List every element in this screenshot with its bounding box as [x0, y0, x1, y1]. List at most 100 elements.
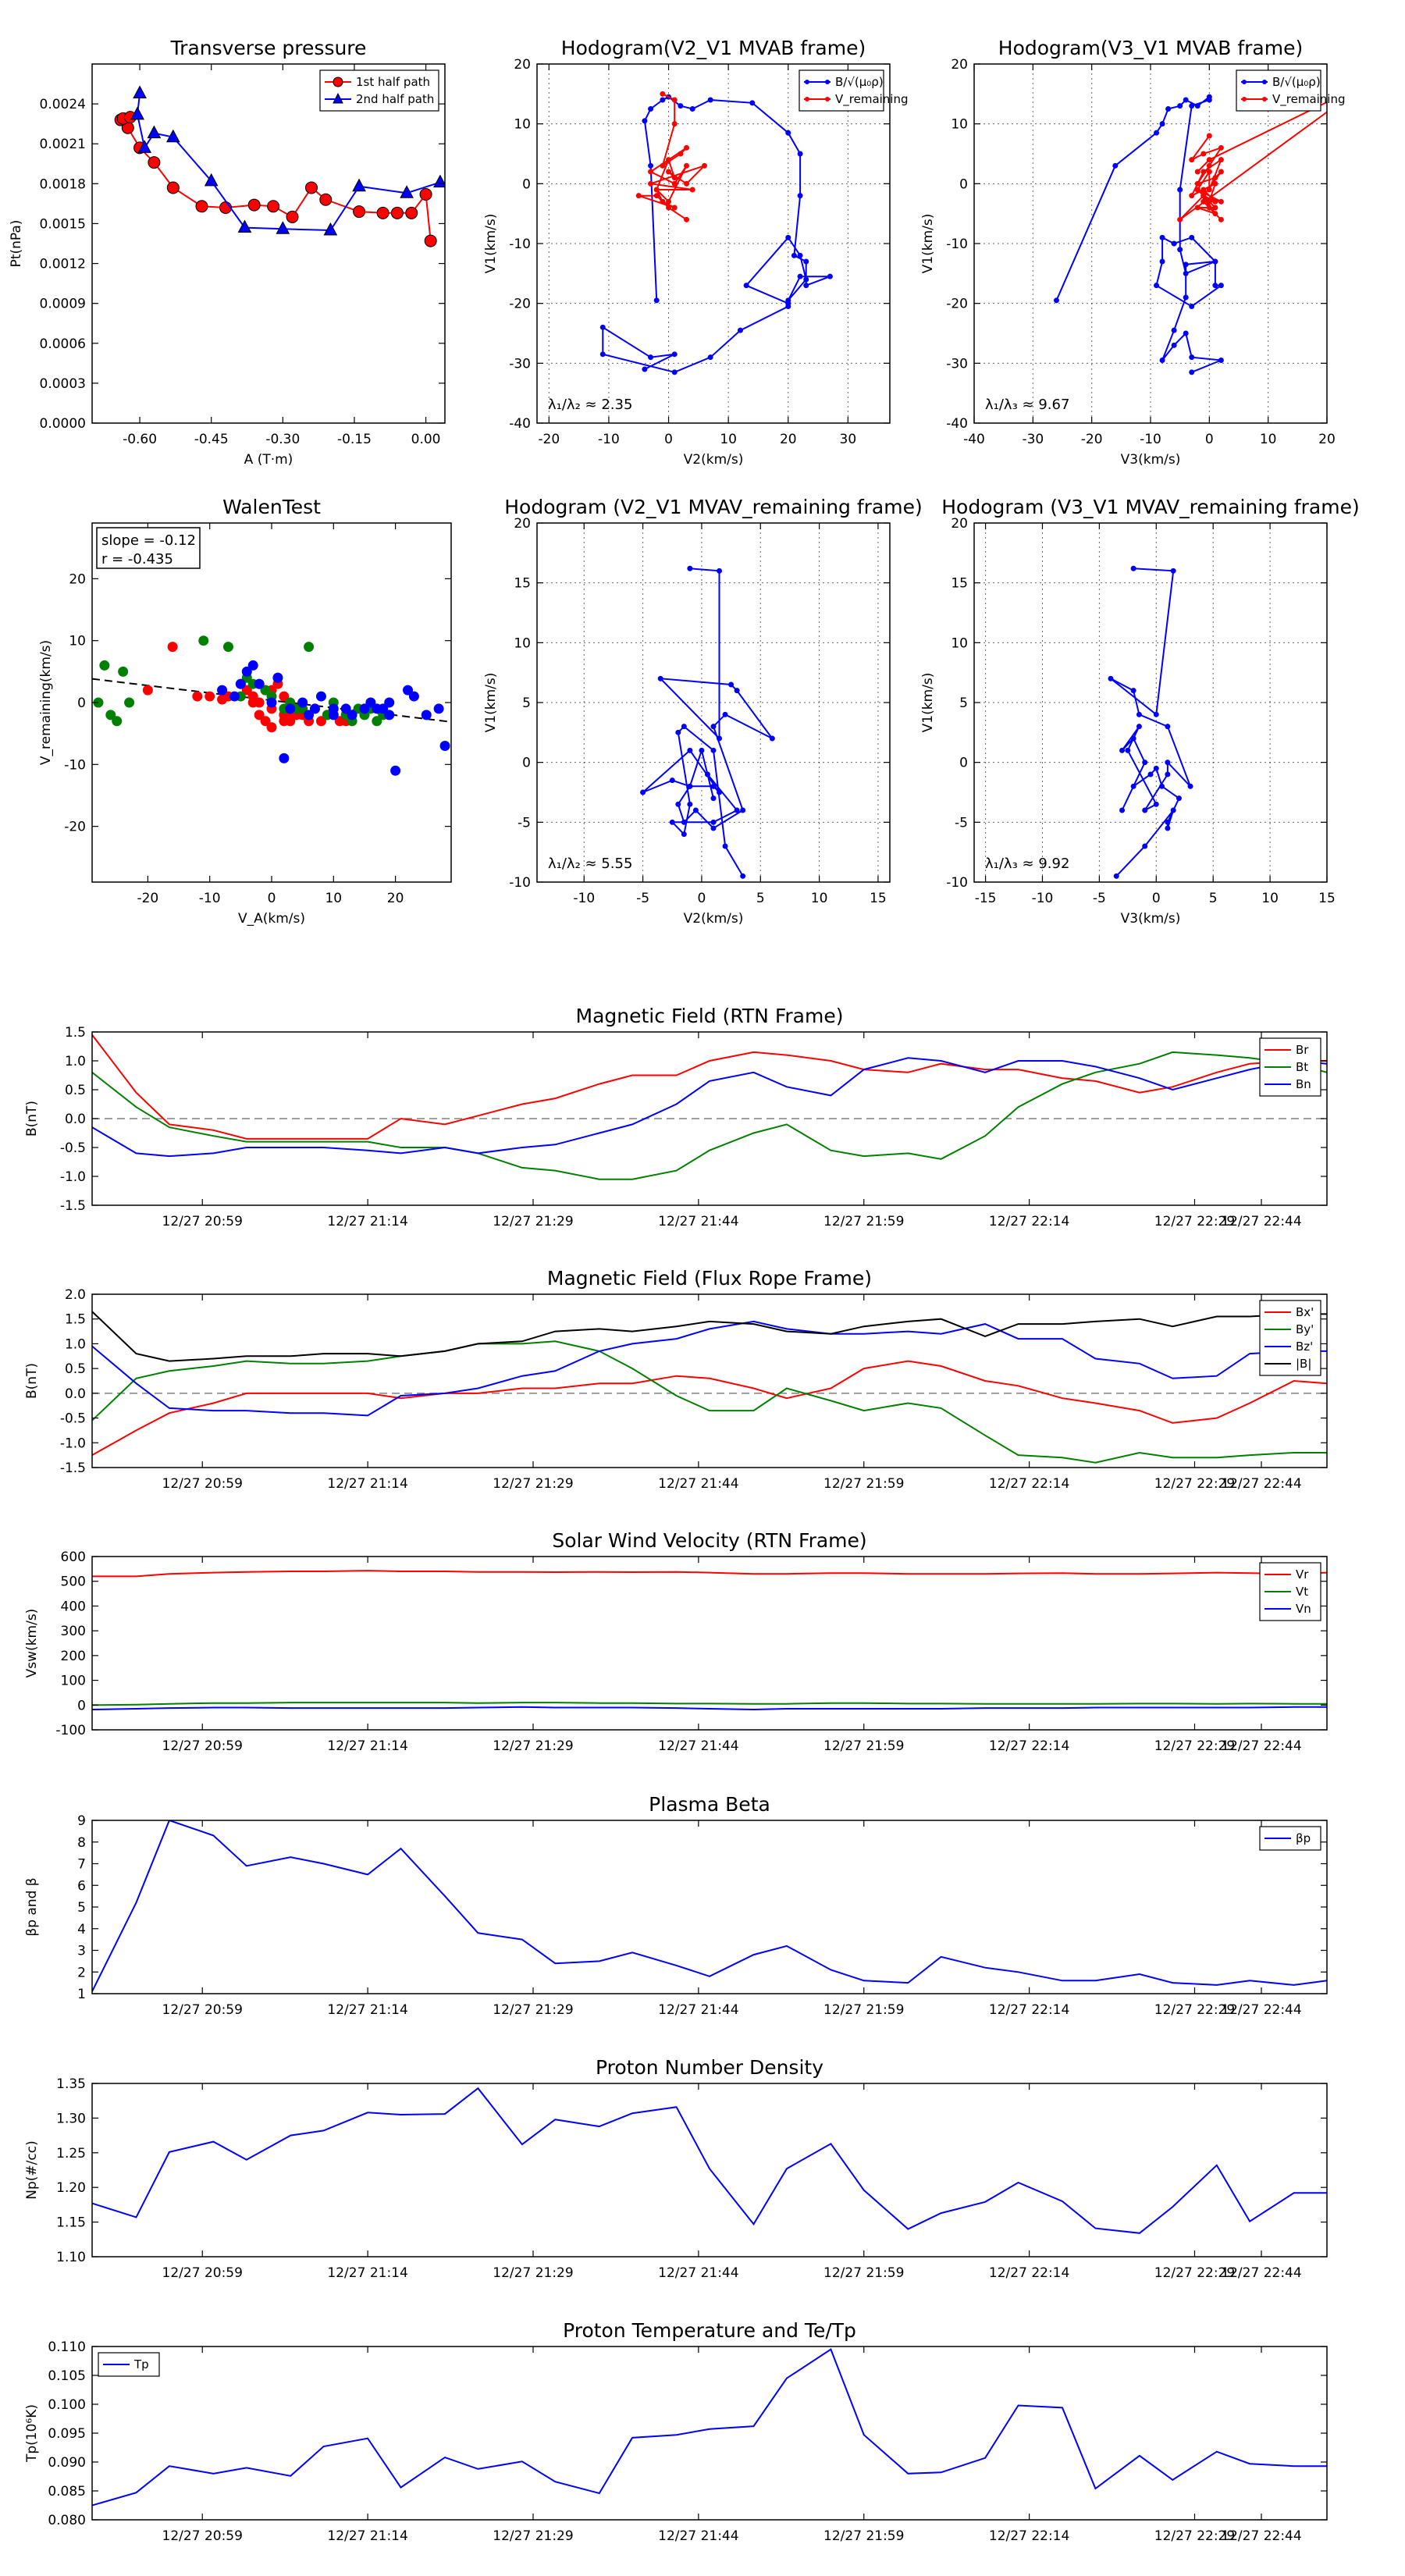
data-point — [648, 354, 654, 361]
y-tick-label: 6 — [77, 1878, 86, 1894]
data-point — [1159, 258, 1165, 265]
data-point — [1189, 103, 1195, 109]
x-tick-label: 12/27 21:44 — [658, 1476, 738, 1492]
x-tick-label: -0.30 — [265, 432, 300, 447]
y-tick-label: 4 — [77, 1922, 86, 1937]
data-point — [791, 252, 797, 258]
y-tick-label: -10 — [509, 237, 531, 252]
y-tick-label: 7 — [77, 1857, 86, 1873]
y-tick-label: -1.0 — [60, 1169, 86, 1185]
y-tick-label: 1.5 — [65, 1025, 86, 1041]
x-tick-label: 12/27 21:14 — [327, 2528, 407, 2544]
data-point — [1212, 283, 1218, 289]
data-point — [671, 97, 678, 103]
x-tick-label: 12/27 22:14 — [989, 2528, 1069, 2544]
legend-marker — [333, 76, 343, 87]
y-tick-label: 0 — [959, 756, 968, 771]
y-tick-label: 0.105 — [48, 2368, 86, 2384]
y-axis-label: βp and β — [24, 1877, 40, 1936]
legend-label: Bn — [1296, 1077, 1311, 1091]
legend: Br Bt Bn — [1259, 1037, 1321, 1097]
data-point — [229, 691, 240, 702]
series-bn — [92, 1057, 1327, 1158]
y-tick-label: 10 — [951, 635, 968, 651]
x-tick-label: 12/27 22:29 — [1154, 2002, 1235, 2018]
y-tick-label: 0 — [522, 176, 531, 192]
x-axis-label: V3(km/s) — [1121, 911, 1181, 927]
legend-label: B/√(μ₀ρ) — [1272, 75, 1321, 89]
x-tick-label: 12/27 21:14 — [327, 1214, 407, 1229]
data-point — [743, 283, 749, 289]
x-tick-label: 12/27 22:14 — [989, 2265, 1069, 2281]
data-point — [1183, 330, 1189, 336]
data-point — [1200, 169, 1207, 175]
data-point — [734, 807, 740, 813]
y-axis-label: V1(km/s) — [920, 214, 936, 274]
legend-marker — [1262, 97, 1267, 101]
y-tick-label: 20 — [514, 57, 531, 73]
y-tick-label: 20 — [951, 516, 968, 532]
x-tick-label: -10 — [199, 891, 221, 906]
x-tick-label: 12/27 22:14 — [989, 1476, 1069, 1492]
x-tick-label: 12/27 22:29 — [1154, 2528, 1235, 2544]
data-point — [137, 140, 152, 153]
x-tick-label: -0.45 — [194, 432, 229, 447]
y-tick-label: -20 — [64, 820, 86, 835]
x-tick-label: -5 — [636, 891, 649, 906]
x-tick-label: 10 — [720, 432, 737, 447]
data-point — [599, 324, 606, 330]
legend-box — [1236, 69, 1321, 112]
data-point — [707, 97, 713, 103]
y-axis-label: Np(#/cc) — [24, 2140, 40, 2199]
data-point — [1206, 205, 1212, 211]
data-point — [1194, 205, 1200, 211]
data-point — [717, 568, 723, 574]
data-point — [254, 710, 265, 720]
data-point — [241, 685, 252, 696]
data-point — [319, 193, 333, 206]
y-tick-label: 0 — [77, 696, 86, 711]
chart-title: Hodogram (V3_V1 MVAV_remaining frame) — [941, 496, 1360, 518]
data-point — [710, 825, 717, 831]
legend: Bx' By' Bz' |B| — [1259, 1300, 1321, 1376]
data-point — [1165, 724, 1171, 730]
x-tick-label: 12/27 22:29 — [1154, 1738, 1235, 1754]
x-tick-label: 12/27 22:29 — [1154, 2265, 1235, 2281]
x-tick-label: 12/27 21:44 — [658, 2265, 738, 2281]
data-point — [1189, 369, 1195, 375]
legend-label: V_remaining — [835, 92, 909, 107]
legend-label: B/√(μ₀ρ) — [835, 75, 884, 89]
y-tick-label: 9 — [77, 1813, 86, 1829]
chart-title: Hodogram(V3_V1 MVAB frame) — [998, 37, 1303, 59]
series-line — [92, 1360, 1327, 1456]
ratio-annotation: λ₁/λ₃ ≈ 9.67 — [985, 397, 1069, 413]
data-point — [359, 703, 370, 714]
data-point — [1194, 169, 1200, 175]
legend-label: Vn — [1296, 1602, 1311, 1616]
y-tick-label: -40 — [509, 416, 531, 432]
legend-box — [799, 69, 884, 112]
data-point — [678, 103, 684, 109]
x-tick-label: 12/27 21:14 — [327, 1476, 407, 1492]
data-point — [1200, 187, 1207, 193]
data-point — [1142, 843, 1148, 849]
data-point — [1189, 304, 1195, 309]
x-tick-label: 12/27 22:44 — [1221, 1738, 1301, 1754]
y-tick-label: -0.5 — [60, 1140, 86, 1156]
data-point — [1189, 234, 1195, 240]
y-tick-label: -1.5 — [60, 1461, 86, 1476]
data-point — [734, 688, 740, 694]
legend-marker — [825, 97, 830, 101]
y-tick-label: 3 — [77, 1944, 86, 1959]
y-tick-label: 0.5 — [65, 1083, 86, 1098]
x-tick-label: 12/27 22:14 — [989, 1214, 1069, 1229]
x-tick-label: 12/27 20:59 — [162, 2528, 243, 2544]
x-axis-label: A (T·m) — [244, 452, 293, 468]
x-tick-label: -30 — [1022, 432, 1044, 447]
chart-title: Proton Temperature and Te/Tp — [563, 2319, 856, 2342]
data-point — [1187, 783, 1193, 789]
data-point — [740, 873, 746, 879]
data-point — [315, 716, 326, 727]
data-point — [1212, 205, 1218, 211]
data-point — [1183, 262, 1189, 268]
